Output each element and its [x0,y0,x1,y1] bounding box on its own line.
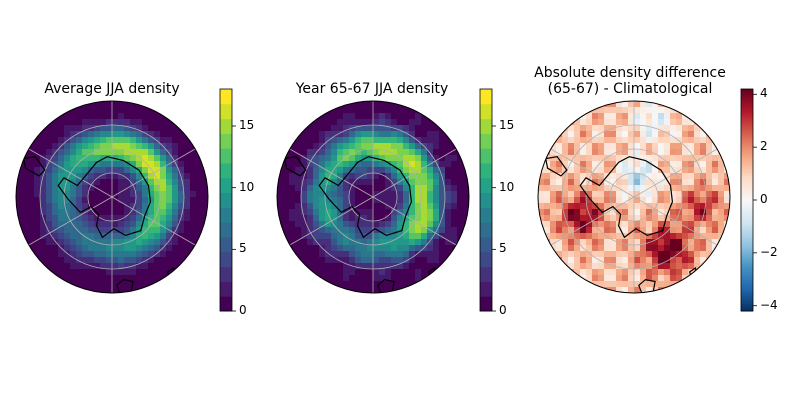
colorbar-3-tick-label: −2 [760,244,778,259]
colorbar-1-tick-label: 5 [239,241,247,256]
panel-1-title: Average JJA density [44,81,180,97]
colorbar-3-tick-label: 2 [760,139,768,154]
colorbar-3-tick-label: 0 [760,192,768,206]
map-boundary [15,100,209,294]
map-panel-2 [277,101,469,293]
colorbar-1 [219,88,236,312]
map-boundary [276,100,470,294]
graticule [289,101,457,293]
graticule [28,101,196,293]
colorbar-3-tick-label: 4 [760,86,768,101]
coastlines [22,156,177,293]
colorbar-1-tick-label: 15 [239,118,255,132]
colorbar-3-tick-label: −4 [760,297,778,312]
panel-3-title: Absolute density difference (65-67) - Cl… [534,65,726,97]
colorbar-3 [740,88,757,312]
colorbar-2-tick-label: 5 [499,241,507,256]
colorbar-1-tick-label: 0 [239,303,247,317]
map-boundary [537,100,731,294]
colorbar-2-tick-label: 0 [499,303,507,317]
colorbar-1-tick-label: 10 [239,179,255,194]
colorbar-2 [479,88,496,312]
map-panel-1 [16,101,208,293]
panel-2-title: Year 65-67 JJA density [295,81,449,97]
graticule [550,101,718,293]
colorbar-2-tick-label: 10 [499,179,515,194]
colorbar-2-tick-label: 15 [499,118,515,132]
